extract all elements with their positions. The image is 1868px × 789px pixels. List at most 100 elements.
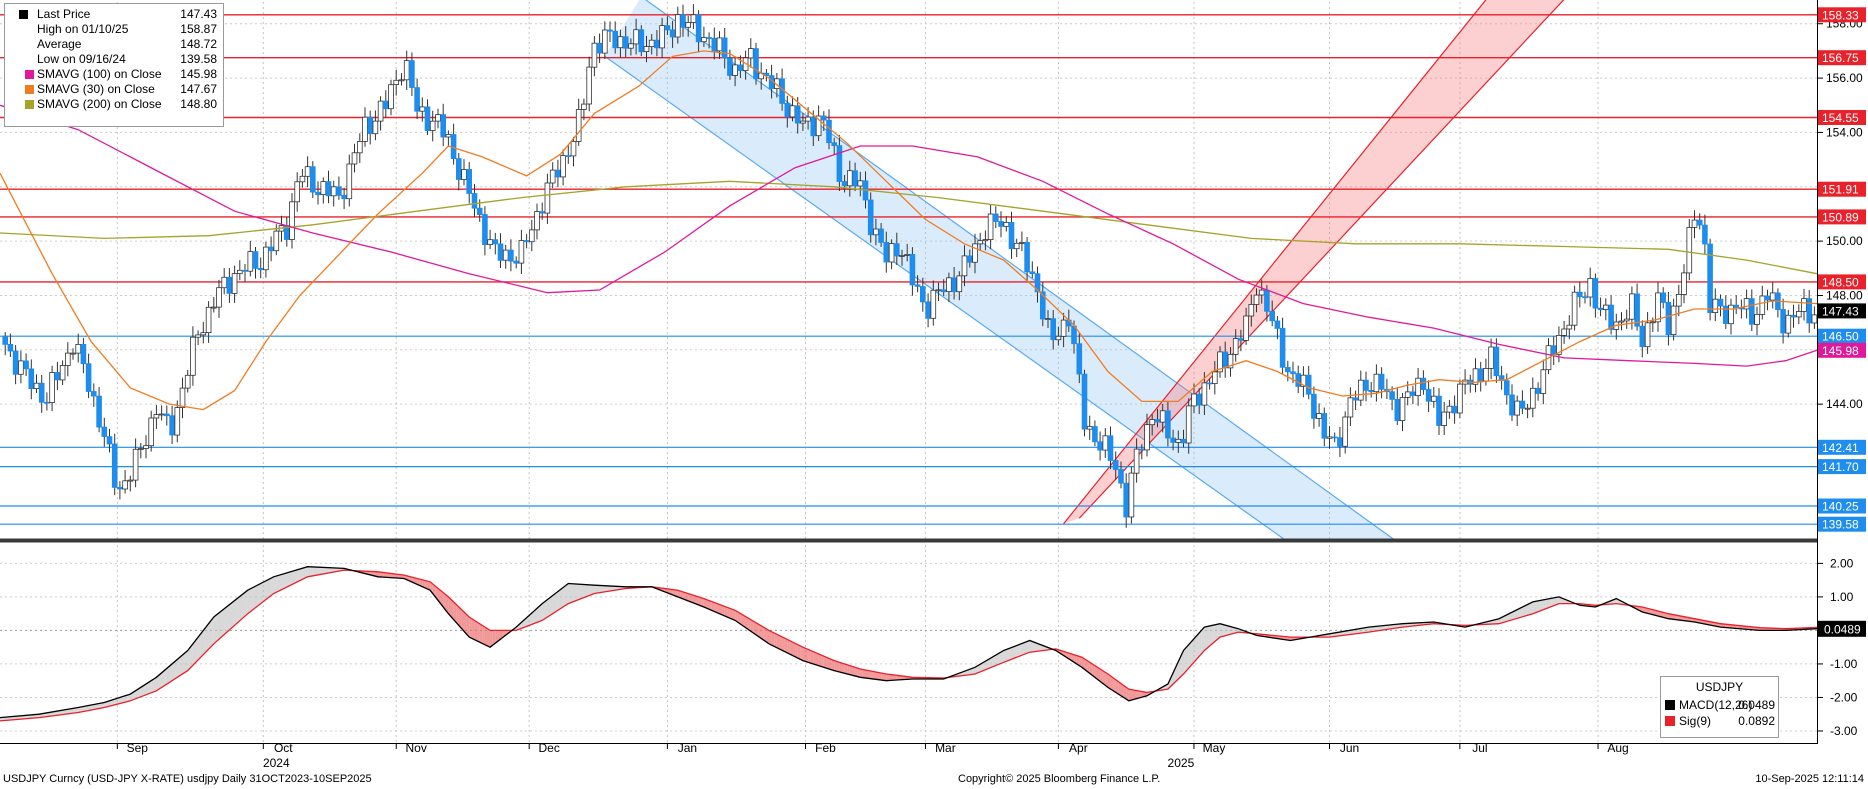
macd-histogram-fill (693, 595, 697, 604)
macd-histogram-fill (873, 671, 876, 680)
x-tick-label: Jan (678, 741, 697, 755)
price-axis-tag (1818, 7, 1866, 23)
candle-down (1206, 382, 1213, 385)
candle-down (309, 166, 316, 193)
macd-histogram-fill (1368, 626, 1372, 633)
candle-down (242, 269, 248, 272)
candle-up (1796, 310, 1802, 318)
candle-down (1097, 441, 1103, 451)
candle-down (669, 29, 676, 38)
macd-histogram-fill (185, 650, 188, 673)
macd-histogram-fill (865, 669, 869, 679)
macd-histogram-fill (821, 654, 824, 668)
macd-histogram-fill (1136, 690, 1140, 699)
legend-average: Average 148.72 (37, 37, 217, 51)
candle-down (440, 114, 446, 138)
up-channel-bottom-line (1063, 0, 1487, 525)
macd-histogram-fill (1551, 597, 1554, 607)
candle-up (1045, 318, 1051, 321)
macd-histogram-fill (792, 642, 796, 657)
macd-histogram-fill (1162, 685, 1166, 690)
candle-up (1644, 322, 1651, 348)
candle-up (205, 306, 212, 333)
candle-down (1107, 435, 1114, 461)
x-tick-label: Oct (274, 741, 293, 755)
macd-histogram-fill (1397, 623, 1400, 628)
macd-histogram-fill (703, 598, 707, 609)
macd-histogram-fill (583, 584, 587, 598)
candle-down (497, 243, 504, 261)
macd-histogram-fill (281, 573, 285, 590)
candle-up (184, 374, 191, 389)
y-tick-label: 156.00 (1826, 71, 1863, 85)
macd-histogram-fill (589, 584, 592, 596)
macd-histogram-fill (471, 618, 475, 640)
macd-histogram-fill (1345, 630, 1348, 636)
macd-histogram-fill (450, 599, 454, 620)
macd-histogram-fill (271, 576, 274, 596)
macd-histogram-fill (310, 566, 313, 577)
candle-up (1728, 304, 1734, 325)
macd-histogram-fill (414, 577, 418, 585)
candle-down (85, 363, 92, 392)
x-tick-label: Feb (815, 741, 836, 755)
macd-histogram-fill (372, 571, 376, 577)
candle-down (607, 29, 613, 32)
candle-up (221, 276, 228, 289)
macd-histogram-fill (839, 662, 843, 673)
macd-histogram-fill (607, 585, 611, 592)
candle-down (940, 289, 947, 293)
macd-histogram-fill (67, 708, 71, 714)
macd-histogram-fill (1535, 600, 1539, 613)
macd-histogram-fill (1339, 631, 1343, 636)
macd-histogram-fill (1517, 608, 1520, 619)
macd-histogram-fill (800, 645, 803, 661)
macd-histogram-fill (677, 590, 681, 598)
macd-histogram-fill (675, 589, 678, 597)
macd-histogram-fill (435, 586, 438, 601)
candle-down (1597, 307, 1604, 311)
macd-histogram-fill (1008, 647, 1012, 661)
macd-histogram-fill (899, 675, 902, 680)
macd-histogram-fill (1376, 626, 1380, 631)
macd-histogram-fill (93, 703, 97, 710)
macd-histogram-fill (166, 666, 170, 685)
macd-histogram-fill (1650, 608, 1653, 615)
candle-down (612, 30, 618, 49)
candle-down (737, 64, 744, 72)
candle-down (1154, 419, 1161, 423)
candle-down (466, 169, 472, 194)
macd-histogram-fill (683, 591, 686, 600)
candle-up (904, 253, 910, 256)
price-axis-tag (1818, 181, 1866, 197)
candle-down (852, 170, 858, 187)
macd-histogram-fill (1657, 610, 1661, 617)
candle-up (304, 166, 311, 177)
macd-histogram-fill (1092, 663, 1095, 678)
macd-histogram-fill (20, 715, 24, 720)
candle-up (1347, 397, 1354, 418)
macd-histogram-fill (492, 630, 496, 646)
candle-down (753, 48, 759, 80)
price-axis-tag (1818, 209, 1866, 225)
candle-down (1780, 309, 1786, 334)
candle-up (857, 180, 864, 187)
macd-histogram-fill (62, 709, 66, 715)
macd-histogram-fill (99, 702, 102, 709)
candle-up (1373, 373, 1380, 393)
macd-histogram-fill (604, 585, 608, 592)
candle-down (7, 343, 14, 352)
macd-histogram-fill (1342, 631, 1346, 636)
candle-up (1446, 405, 1453, 413)
candle-down (1519, 400, 1526, 409)
macd-histogram-fill (88, 704, 92, 711)
candle-down (257, 267, 264, 271)
candle-up (586, 66, 592, 105)
macd-histogram-fill (883, 673, 887, 681)
candle-up (888, 243, 895, 263)
x-year-label: 2024 (263, 756, 290, 770)
candle-up (200, 332, 207, 336)
candle-down (695, 14, 702, 43)
candle-up (560, 155, 566, 178)
candle-down (409, 60, 415, 88)
